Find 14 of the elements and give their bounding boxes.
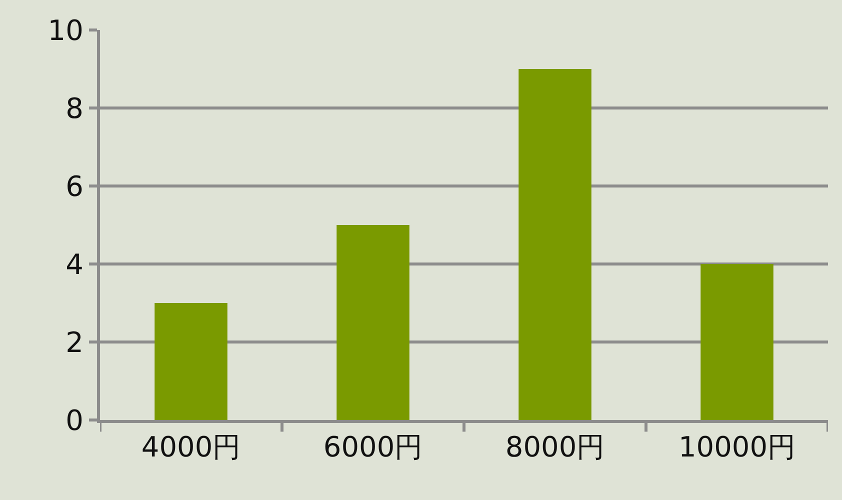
x-tick-label: 4000円 (141, 430, 241, 464)
y-tick-label: 10 (48, 14, 84, 47)
bar (154, 303, 228, 420)
y-tick-label: 6 (66, 170, 84, 203)
y-tick-label: 2 (66, 326, 84, 359)
x-tick-label: 6000円 (323, 430, 423, 464)
y-tick-label: 8 (66, 92, 84, 125)
x-tick-label: 10000円 (678, 430, 796, 464)
bar (518, 69, 592, 420)
y-tick-label: 4 (66, 248, 84, 281)
y-tick-label: 0 (66, 404, 84, 437)
bar (336, 225, 410, 420)
bar (700, 264, 774, 420)
x-tick-label: 8000円 (505, 430, 605, 464)
